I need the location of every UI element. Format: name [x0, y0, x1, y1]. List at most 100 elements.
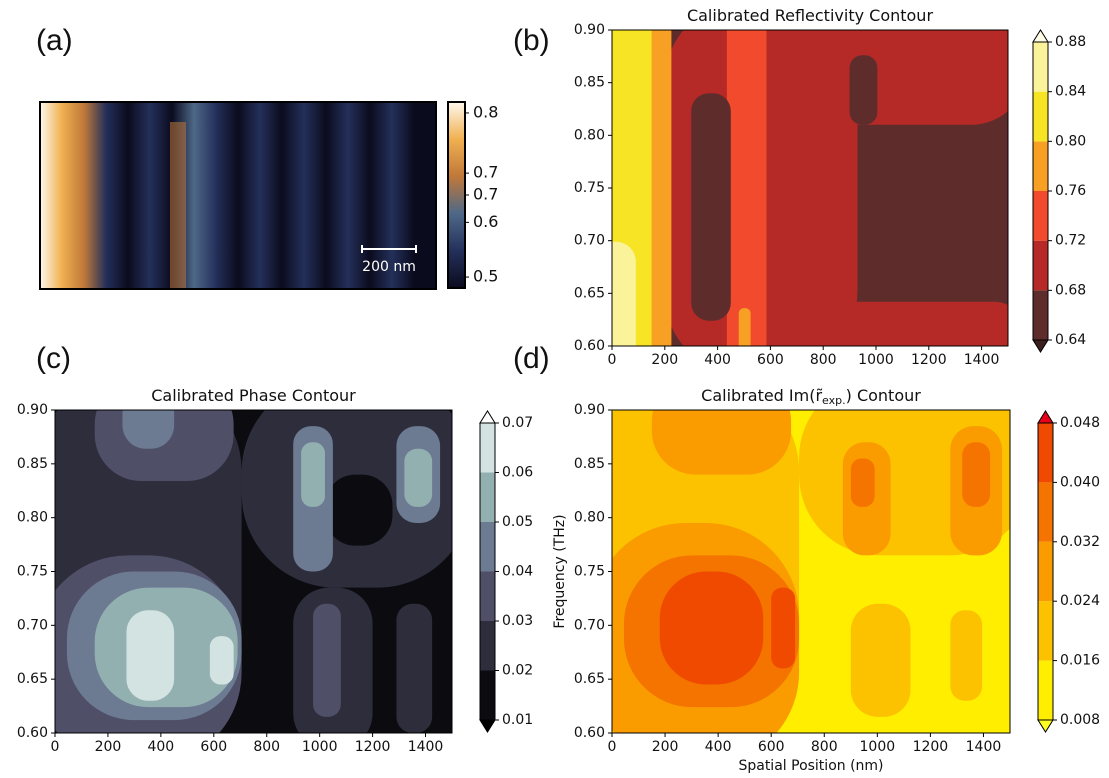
colorbar-tick-label: 0.016 — [1060, 653, 1100, 669]
contour-region — [659, 571, 764, 685]
heatmap-stripe — [170, 122, 186, 289]
colorbar-segment — [480, 621, 495, 671]
y-tick-label: 0.90 — [17, 402, 48, 418]
contour-fill — [612, 30, 1008, 346]
colorbar-extend-low — [1037, 719, 1054, 733]
panel-label: (b) — [513, 24, 550, 57]
y-tick-label: 0.75 — [574, 180, 605, 196]
panel-label: (d) — [513, 342, 550, 375]
y-tick-label: 0.80 — [574, 127, 605, 143]
contour-region — [850, 603, 911, 717]
colorbar-segment — [1033, 91, 1048, 142]
colorbar-frame — [1037, 422, 1054, 721]
colorbar-tick-label: 0.72 — [1055, 233, 1086, 249]
x-axis-label: Spatial Position (nm) — [738, 758, 883, 774]
x-tick-label: 1400 — [966, 739, 1002, 755]
colorbar-tick-label: 0.8 — [473, 102, 498, 121]
colorbar-extend-high — [1032, 29, 1049, 43]
contour-region — [738, 308, 751, 346]
x-tick-label: 400 — [705, 739, 732, 755]
colorbar-tick-label: 0.76 — [1055, 183, 1086, 199]
colorbar-extend-low — [479, 719, 496, 733]
colorbar-segment — [1033, 141, 1048, 191]
colorbar-tick-label: 0.84 — [1055, 84, 1086, 100]
colorbar-segment — [1033, 42, 1048, 92]
y-tick-label: 0.75 — [17, 564, 48, 580]
x-tick-label: 400 — [704, 352, 731, 368]
colorbar-tick-label: 0.048 — [1060, 415, 1100, 431]
colorbar-segment — [1033, 240, 1048, 291]
title-text: ) Contour — [846, 386, 922, 405]
panel-label: (c) — [36, 342, 71, 375]
colorbar-tick-label: 0.04 — [502, 564, 533, 580]
colorbar-segment — [480, 423, 495, 473]
y-tick-label: 0.85 — [17, 456, 48, 472]
y-tick-label: 0.90 — [574, 22, 605, 38]
x-tick-label: 0 — [608, 352, 617, 368]
contour-region — [612, 241, 636, 346]
x-tick-label: 0 — [608, 739, 617, 755]
x-tick-label: 200 — [652, 739, 679, 755]
contour-region — [396, 603, 433, 733]
title-text: Calibrated Reflectivity Contour — [687, 6, 933, 25]
contour-region — [122, 410, 175, 449]
y-tick-label: 0.65 — [17, 671, 48, 687]
y-tick-label: 0.65 — [574, 671, 605, 687]
contour-fill — [612, 410, 1010, 733]
contour-region — [794, 93, 834, 267]
colorbar-tick-label: 0.68 — [1055, 282, 1086, 298]
contour-region — [850, 458, 875, 507]
contour-fill — [55, 410, 452, 733]
x-tick-label: 1000 — [858, 352, 894, 368]
contour-region — [771, 587, 796, 669]
title-subscript: exp. — [822, 394, 846, 407]
contour-region — [849, 55, 878, 125]
x-tick-label: 1200 — [913, 739, 949, 755]
x-tick-label: 600 — [200, 739, 227, 755]
y-tick-label: 0.90 — [574, 402, 605, 418]
contour-region — [691, 93, 731, 321]
chart-title: Calibrated Im(r̃exp.) Contour — [701, 386, 921, 408]
y-tick-label: 0.80 — [574, 510, 605, 526]
scale-bar-label: 200 nm — [362, 259, 416, 275]
colorbar-tick-label: 0.024 — [1060, 593, 1100, 609]
colorbar — [447, 101, 466, 289]
y-tick-label: 0.70 — [574, 617, 605, 633]
colorbar-tick-label: 0.040 — [1060, 474, 1100, 490]
colorbar-segment — [1038, 423, 1053, 483]
contour-region — [651, 410, 792, 475]
contour-region — [726, 30, 767, 346]
contour-region — [324, 474, 393, 546]
colorbar-segment — [480, 472, 495, 522]
x-tick-label: 400 — [147, 739, 174, 755]
contour-region — [647, 30, 672, 346]
contour-region — [126, 610, 175, 701]
colorbar-segment — [480, 571, 495, 621]
contour-region — [962, 442, 991, 507]
colorbar-segment — [1033, 191, 1048, 241]
contour-region — [790, 30, 1008, 125]
x-tick-label: 1000 — [302, 739, 338, 755]
colorbar-tick-label: 0.7 — [473, 163, 498, 182]
colorbar-segment — [1038, 482, 1053, 542]
y-tick-label: 0.80 — [17, 510, 48, 526]
x-tick-label: 0 — [51, 739, 60, 755]
colorbar-extend-high — [1037, 410, 1054, 424]
x-tick-label: 1400 — [964, 352, 1000, 368]
colorbar-tick-label: 0.05 — [502, 514, 533, 530]
title-text: Calibrated Phase Contour — [151, 386, 356, 405]
colorbar-tick-label: 0.03 — [502, 613, 533, 629]
x-tick-label: 200 — [95, 739, 122, 755]
x-tick-label: 200 — [651, 352, 678, 368]
y-tick-label: 0.75 — [574, 564, 605, 580]
colorbar-tick-label: 0.7 — [473, 185, 498, 204]
colorbar-tick-label: 0.06 — [502, 465, 533, 481]
x-tick-label: 800 — [811, 739, 838, 755]
colorbar-tick-label: 0.6 — [473, 212, 498, 231]
x-tick-label: 1400 — [408, 739, 444, 755]
colorbar-tick-label: 0.07 — [502, 415, 533, 431]
heatmap-frame — [39, 101, 437, 290]
y-tick-label: 0.85 — [574, 75, 605, 91]
y-tick-label: 0.60 — [574, 338, 605, 354]
